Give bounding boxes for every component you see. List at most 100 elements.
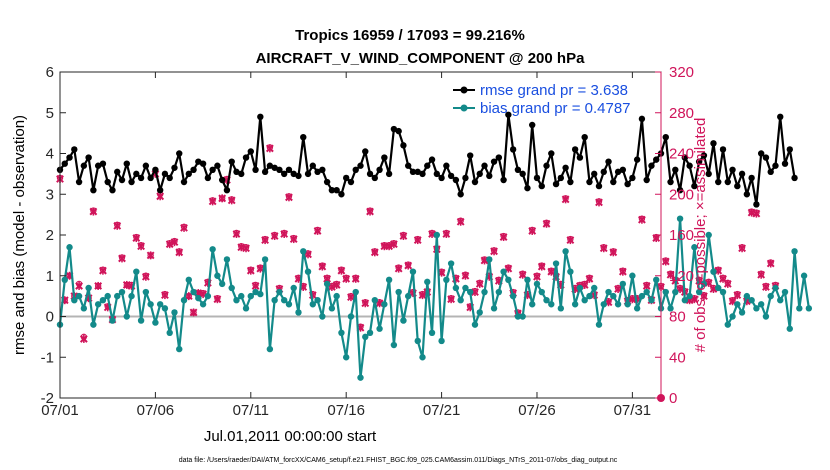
rmse-point: [238, 170, 245, 178]
rmse-point: [581, 134, 588, 141]
chart-subtitle: AIRCRAFT_V_WIND_COMPONENT @ 200 hPa: [256, 50, 586, 67]
bias-point: [643, 288, 650, 296]
bias-point: [781, 288, 789, 296]
rmse-point: [705, 170, 712, 178]
bias-point: [285, 301, 293, 308]
y-tick-label-left: -2: [41, 390, 54, 407]
bias-point: [295, 309, 302, 316]
bias-point: [166, 329, 173, 336]
chart-title: Tropics 16959 / 17093 = 99.216%: [295, 27, 525, 44]
rmse-point: [424, 162, 431, 169]
obs-assimilated-marker: [370, 248, 379, 257]
bias-point: [614, 301, 622, 308]
obs-assimilated-marker: [265, 144, 274, 153]
rmse-point: [667, 178, 674, 186]
rmse-point: [261, 168, 269, 176]
obs-assimilated-marker: [561, 195, 570, 204]
obs-assimilated-marker: [461, 271, 470, 280]
obs-assimilated-marker: [599, 244, 608, 253]
obs-assimilated-marker: [208, 197, 217, 206]
legend-rmse-label: rmse grand pr = 3.638: [480, 82, 628, 99]
rmse-point: [791, 174, 798, 182]
rmse-point: [376, 166, 383, 173]
bias-point: [228, 284, 235, 292]
rmse-point: [71, 146, 78, 153]
obs-assimilated-marker: [566, 236, 575, 245]
rmse-point: [223, 186, 231, 194]
plot-background: [60, 72, 661, 398]
x-tick-label: 07/11: [233, 402, 269, 419]
bias-point: [118, 288, 126, 296]
obs-assimilated-marker: [146, 251, 155, 260]
bias-point: [352, 288, 359, 296]
bias-point: [266, 345, 274, 353]
rmse-point: [280, 170, 288, 178]
bias-point: [366, 329, 374, 336]
bias-point: [362, 333, 369, 341]
rmse-point: [467, 152, 474, 159]
x-axis-label: Jul.01,2011 00:00:00 start: [204, 428, 377, 445]
obs-assimilated-marker: [442, 229, 451, 238]
bias-point: [99, 297, 107, 304]
bias-point: [280, 297, 288, 304]
rmse-point: [481, 162, 488, 169]
rmse-point: [624, 180, 631, 188]
bias-point: [276, 288, 283, 296]
rmse-point: [591, 170, 598, 178]
bias-point: [109, 317, 116, 324]
bias-point: [409, 268, 417, 275]
bias-point: [85, 284, 92, 292]
rmse-point: [161, 170, 169, 178]
axes: 07/01 07/06 07/11 07/16 07/21 07/26 07/31 -2 -1 0…: [41, 64, 694, 419]
bias-point: [562, 248, 569, 255]
bias-point: [433, 231, 441, 239]
bias-series: [56, 215, 813, 381]
rmse-point: [404, 162, 412, 169]
obs-assimilated-marker: [490, 247, 498, 256]
bias-point: [61, 276, 68, 284]
obs-assimilated-marker: [618, 267, 627, 276]
bias-point: [481, 288, 488, 296]
rmse-point: [443, 162, 450, 169]
bias-point: [204, 292, 212, 300]
rmse-point: [629, 174, 636, 182]
rmse-point: [781, 160, 789, 167]
bias-point: [548, 301, 555, 308]
bias-point: [66, 244, 73, 251]
bias-point: [500, 268, 507, 275]
bias-point: [452, 284, 460, 292]
bias-point: [729, 313, 736, 320]
rmse-point: [338, 191, 345, 198]
bias-point: [486, 256, 493, 263]
bias-point: [147, 301, 154, 308]
bias-point: [748, 297, 755, 304]
legend-bias-label: bias grand pr = 0.4787: [480, 100, 631, 117]
bias-point: [104, 292, 111, 300]
bias-point: [185, 276, 192, 284]
rmse-point: [342, 174, 350, 182]
rmse-point: [552, 180, 560, 188]
rmse-point: [738, 170, 746, 178]
rmse-point: [457, 191, 464, 198]
bias-point: [653, 276, 660, 284]
obs-assimilated-marker: [528, 226, 537, 235]
rmse-point: [400, 142, 407, 149]
obs-assimilated-marker: [638, 215, 646, 224]
obs-assimilated-marker: [666, 270, 675, 279]
y-tick-label-left: 0: [46, 309, 54, 326]
obs-assimilated-marker: [270, 232, 279, 241]
bias-point: [300, 248, 307, 255]
rmse-point: [309, 162, 317, 169]
obs-assimilated-marker: [289, 235, 298, 244]
obs-assimilated-marker: [537, 262, 546, 271]
obs-assimilated-marker: [137, 242, 145, 251]
bias-point: [700, 280, 708, 288]
bias-point: [199, 301, 207, 308]
bias-point: [152, 319, 159, 326]
bias-point: [509, 292, 517, 300]
obs-assimilated-marker: [280, 229, 289, 238]
bias-point: [738, 309, 746, 316]
bias-point: [347, 313, 355, 320]
bias-point: [309, 301, 317, 308]
obs-assimilated-marker: [533, 272, 541, 281]
